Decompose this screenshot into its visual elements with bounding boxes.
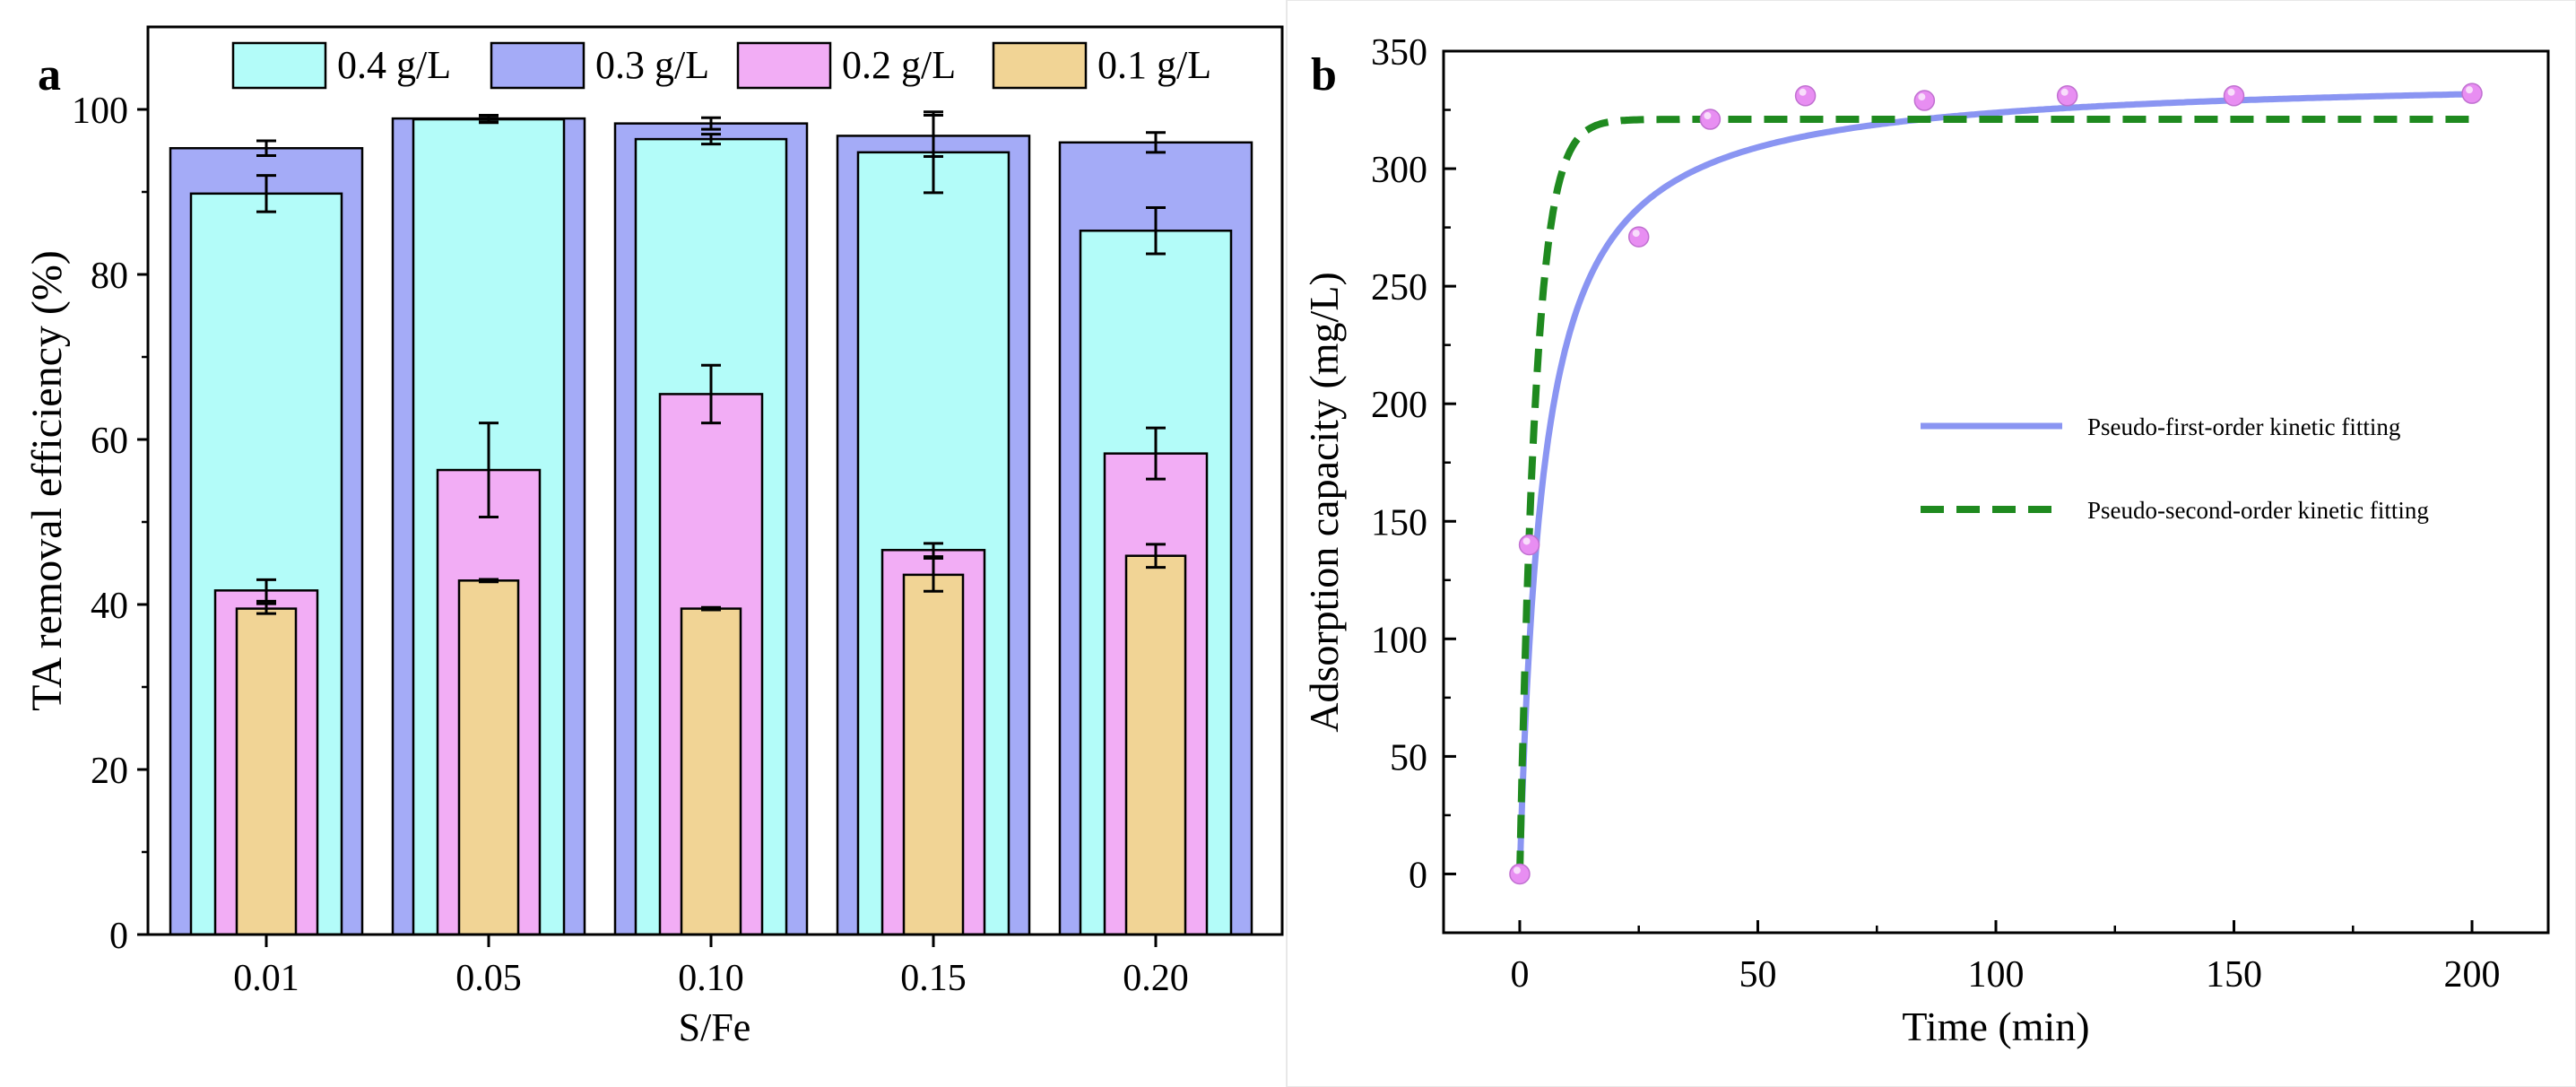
bar-01-0.01	[235, 607, 298, 936]
legend-label-01: 0.1 g/L	[1097, 43, 1211, 87]
error-bar-03-0.20	[1146, 131, 1166, 154]
panel-a-plot-area	[169, 110, 1253, 936]
x-tick-label-100: 100	[1968, 954, 2025, 996]
x-tick-label-150: 150	[2206, 954, 2262, 996]
bar-01-0.15	[902, 573, 965, 936]
data-point-highlight-0	[1513, 866, 1521, 874]
error-bar-02-0.15	[924, 542, 943, 559]
data-point-7	[2223, 85, 2245, 107]
panel-a-legend: 0.4 g/L 0.3 g/L 0.2 g/L 0.1 g/L	[231, 41, 1211, 90]
legend-label-04: 0.4 g/L	[337, 43, 451, 87]
pseudo-second-order-fit-line	[1516, 116, 2472, 874]
error-bar-04-0.05	[479, 114, 499, 125]
error-bar-02-0.05	[479, 422, 499, 518]
bar-01-0.20	[1124, 554, 1187, 936]
panel-a-x-axis: 0.01 0.05 0.10 0.15 0.20	[233, 935, 1189, 999]
data-point-3	[1699, 109, 1722, 130]
data-point-highlight-6	[2060, 88, 2069, 96]
panel-b-label: b	[1311, 49, 1337, 100]
panel-a-bar-chart: a 0 20 40 60 80 100 0.01 0.05 0.10 0.15 0.20 S/Fe…	[23, 25, 1284, 1049]
x-tick-label-0.15: 0.15	[900, 958, 967, 999]
error-bar-03-0.10	[701, 116, 721, 131]
panel-b-legend: Pseudo-first-order kinetic fitting Pseudo…	[1921, 413, 2429, 524]
panel-a-frame	[146, 25, 1284, 936]
error-bar-04-0.20	[1146, 205, 1166, 256]
error-bar-02-0.01	[256, 578, 276, 603]
data-point-6	[2056, 85, 2078, 107]
x-tick-label-0.05: 0.05	[455, 958, 522, 999]
x-tick-label-0: 0	[1510, 954, 1529, 996]
legend-swatch-04	[231, 41, 327, 90]
data-point-highlight-3	[1704, 112, 1712, 120]
x-tick-label-0.10: 0.10	[678, 958, 744, 999]
y-tick-label-200: 200	[1371, 385, 1427, 426]
data-point-highlight-5	[1918, 93, 1926, 101]
panel-b-y-axis: 0 50 100 150 200 250 300 350	[1371, 32, 1456, 896]
error-bar-01-0.05	[479, 578, 499, 584]
x-tick-label-200: 200	[2444, 954, 2501, 996]
bar-01-0.05	[457, 579, 520, 936]
data-point-0	[1509, 863, 1531, 885]
panel-b-x-axis: 0 50 100 150 200	[1510, 920, 2501, 996]
legend-label-02: 0.2 g/L	[842, 43, 956, 87]
legend-swatch-02	[736, 41, 832, 90]
panel-b-x-axis-label: Time (min)	[1902, 1004, 2089, 1049]
legend-swatch-03	[490, 41, 585, 90]
legend-label-03: 0.3 g/L	[595, 43, 709, 87]
y-tick-label-250: 250	[1371, 267, 1427, 309]
panel-a-label: a	[38, 49, 61, 100]
panel-b-y-axis-label: Adsorption capacity (mg/L)	[1301, 272, 1347, 733]
data-point-2	[1627, 226, 1650, 248]
error-bar-04-0.15	[924, 110, 943, 195]
error-bar-04-0.10	[701, 133, 721, 146]
panel-b-kinetics-chart: b 0 50 100 150 200 250 300 350 0 50 100 150 200 Tim…	[1286, 0, 2576, 1087]
data-point-highlight-8	[2466, 86, 2474, 94]
legend-swatch-01	[992, 41, 1088, 90]
data-point-highlight-2	[1632, 230, 1640, 238]
error-bar-01-0.15	[924, 556, 943, 593]
error-bar-04-0.01	[256, 174, 276, 213]
data-point-highlight-4	[1799, 88, 1807, 96]
x-tick-label-0.20: 0.20	[1123, 958, 1189, 999]
panel-a-y-axis-label: TA removal efficiency (%)	[23, 250, 71, 711]
y-tick-label-20: 20	[91, 751, 128, 792]
x-tick-label-0.01: 0.01	[233, 958, 299, 999]
legend-first-order-label: Pseudo-first-order kinetic fitting	[2087, 413, 2400, 440]
y-tick-label-0: 0	[1409, 855, 1427, 896]
error-bar-01-0.10	[701, 605, 721, 612]
data-point-highlight-1	[1522, 537, 1531, 545]
x-tick-label-50: 50	[1739, 954, 1776, 996]
y-tick-label-80: 80	[91, 256, 128, 297]
y-tick-label-50: 50	[1390, 737, 1427, 778]
panel-a-y-axis: 0 20 40 60 80 100	[72, 91, 148, 957]
error-bar-01-0.01	[256, 602, 276, 615]
error-bar-02-0.20	[1146, 426, 1166, 481]
y-tick-label-40: 40	[91, 586, 128, 627]
y-tick-label-100: 100	[1371, 620, 1427, 661]
data-point-4	[1794, 85, 1817, 107]
error-bar-02-0.10	[701, 363, 721, 425]
y-tick-label-150: 150	[1371, 502, 1427, 544]
data-point-8	[2461, 83, 2483, 104]
error-bar-01-0.20	[1146, 543, 1166, 570]
error-bar-03-0.01	[256, 139, 276, 158]
y-tick-label-300: 300	[1371, 150, 1427, 191]
y-tick-label-60: 60	[91, 421, 128, 462]
data-point-highlight-7	[2227, 88, 2235, 96]
data-point-5	[1913, 90, 1936, 111]
pseudo-first-order-fit-line	[1516, 91, 2472, 874]
y-tick-label-100: 100	[72, 91, 128, 132]
panel-b-plot-area	[1509, 83, 2483, 885]
data-point-1	[1518, 534, 1540, 556]
legend-second-order-label: Pseudo-second-order kinetic fitting	[2087, 497, 2429, 524]
bar-01-0.10	[680, 607, 742, 936]
y-tick-label-0: 0	[109, 916, 128, 957]
panel-b-frame	[1442, 49, 2550, 935]
panel-a-x-axis-label: S/Fe	[679, 1005, 751, 1049]
panel-b-border	[1286, 0, 2576, 1087]
y-tick-label-350: 350	[1371, 32, 1427, 74]
